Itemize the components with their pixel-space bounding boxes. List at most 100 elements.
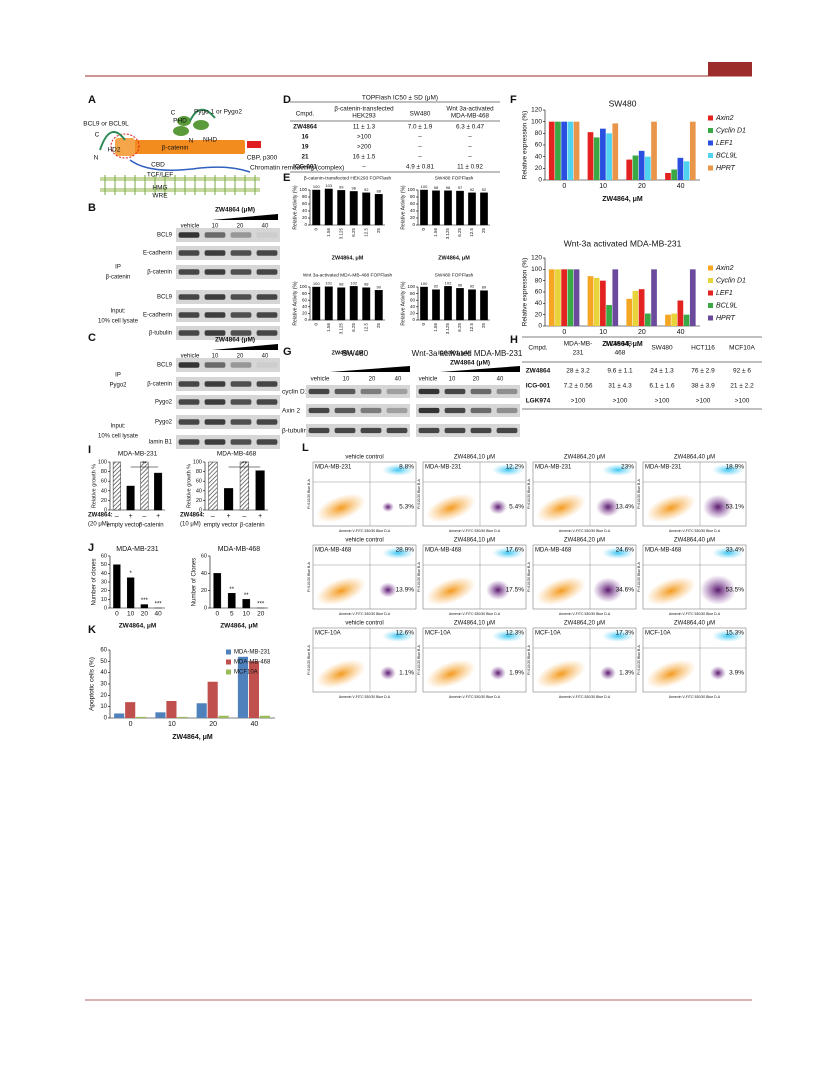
legend-swatch — [708, 278, 713, 283]
blot-band — [444, 427, 466, 434]
population-live — [426, 659, 476, 689]
plot-title: ZW4864,10 μM — [454, 455, 495, 461]
legend-label: LEF1 — [716, 290, 733, 297]
y-tick-label: 80 — [302, 291, 308, 296]
bar — [432, 190, 440, 226]
y-tick-label: 60 — [302, 201, 308, 206]
panel-letter: A — [88, 94, 96, 106]
x-tick-label: 25 — [481, 228, 486, 234]
y-tick-label: 60 — [410, 201, 416, 206]
cell-label: SW480 — [342, 349, 369, 358]
bar — [324, 286, 333, 321]
bar — [136, 716, 147, 718]
diagram-text: C — [171, 110, 176, 117]
y-tick-label: 40 — [100, 670, 107, 676]
bar — [632, 155, 639, 180]
x-tick-label: 6.25 — [457, 323, 462, 332]
bar — [561, 269, 567, 326]
bar — [140, 604, 149, 609]
x-tick-label: 0 — [562, 183, 566, 190]
bar — [567, 269, 574, 326]
legend-swatch — [708, 140, 713, 146]
y-axis-label: Relative growth % — [91, 464, 97, 508]
x-axis-label: Annexin V-FITC 530/30 Blue D-A — [449, 695, 501, 699]
y-tick-label: 60 — [196, 479, 202, 485]
bar — [567, 121, 574, 180]
bar — [561, 121, 567, 180]
diagram-text: WRE — [152, 193, 168, 200]
blot — [176, 246, 280, 260]
diagram-a — [99, 108, 261, 195]
y-tick-label: 40 — [535, 153, 543, 160]
y-tick-label: 100 — [407, 284, 415, 289]
x-axis-label: Annexin V-FITC 530/30 Blue D-A — [669, 529, 721, 533]
bar — [112, 461, 121, 511]
population-early — [489, 499, 507, 515]
bar — [362, 192, 371, 226]
legend-swatch — [708, 153, 713, 158]
data-label: 92 — [482, 187, 487, 192]
blot-band — [230, 399, 252, 405]
bar — [593, 277, 600, 326]
blot-band — [230, 250, 252, 256]
y-axis-label: PI 610/20 Blue B-A — [307, 644, 311, 674]
x-tick-label: 20 — [257, 611, 265, 618]
table-cell: ZW4864 — [526, 368, 551, 375]
blot-band — [204, 330, 226, 336]
y-axis-label: PI 610/20 Blue B-A — [417, 644, 421, 674]
bar — [420, 189, 428, 226]
bar — [237, 656, 248, 718]
plot-title: vehicle control — [345, 621, 383, 627]
panel-letter: F — [510, 94, 517, 106]
blot-band — [178, 399, 200, 405]
bar — [651, 121, 657, 180]
population-early — [700, 575, 736, 605]
diagram-text: Chromatin remodeling (complex) — [250, 165, 344, 172]
data-label: 88 — [377, 188, 382, 193]
group-label: β-catenin — [106, 275, 131, 281]
table-cell: ZW4864 — [293, 124, 317, 131]
lane-label: 40 — [497, 377, 504, 383]
blot-band — [444, 388, 466, 395]
column-header: MDA-MB-468 — [451, 113, 490, 120]
row-label: E-cadherin — [143, 313, 172, 319]
x-axis-label: ZW4864, μM — [438, 255, 470, 261]
y-axis-label: Relative Activity (%) — [400, 281, 406, 326]
lane-label: 40 — [262, 354, 269, 360]
blot-band — [178, 419, 200, 425]
blot-band — [360, 427, 382, 434]
table-cell: 7.0 ± 1.9 — [408, 124, 433, 131]
blot-band — [360, 407, 382, 414]
lane-label: 10 — [449, 377, 456, 383]
x-tick-label: 12.5 — [363, 323, 368, 332]
row-label: β-tubulin — [149, 331, 172, 337]
y-tick-label: 40 — [410, 208, 416, 213]
legend-swatch — [708, 303, 713, 308]
x-tick-label: 10 — [599, 329, 607, 336]
y-tick-label: 80 — [196, 469, 202, 475]
blot-band — [334, 388, 356, 395]
bar — [671, 169, 678, 180]
panel-letter: D — [283, 94, 291, 106]
bar — [374, 193, 383, 226]
population-live — [536, 659, 586, 689]
population-late — [382, 547, 414, 559]
x-axis-label: Annexin V-FITC 530/30 Blue D-A — [339, 529, 391, 533]
group-label: IP — [115, 373, 121, 379]
row-label: BCL9 — [157, 363, 173, 369]
blot-band — [308, 407, 330, 414]
blot-band — [386, 427, 408, 434]
row-label: β-catenin — [147, 382, 172, 388]
bar — [626, 159, 633, 180]
group-label: empty vector — [204, 523, 238, 529]
y-tick-label: 0 — [204, 605, 207, 611]
bar — [606, 305, 612, 326]
population-live — [646, 659, 696, 689]
blot-band — [444, 407, 466, 414]
y-axis-label: PI 610/20 Blue B-A — [637, 561, 641, 591]
population-early — [380, 666, 396, 680]
blot-band — [256, 269, 278, 275]
blot-band — [178, 381, 200, 387]
bar — [255, 470, 265, 511]
table-cell: 4.9 ± 0.81 — [406, 164, 434, 171]
